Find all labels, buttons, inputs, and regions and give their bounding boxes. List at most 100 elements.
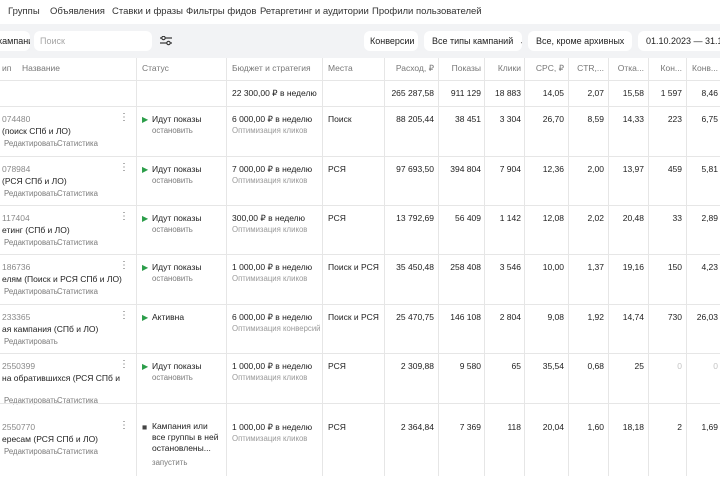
col-header-type[interactable]: ип <box>2 63 12 73</box>
archive-value: Все, кроме архивных <box>536 36 625 46</box>
campaign-name[interactable]: елям (Поиск и РСЯ СПб и ЛО) <box>2 274 122 284</box>
stop-icon: ■ <box>142 422 148 432</box>
stop-link[interactable]: остановить <box>152 373 193 382</box>
row-divider <box>0 205 720 206</box>
ctr: 1,60 <box>587 422 604 432</box>
col-header-cpc[interactable]: CPC, ₽ <box>535 63 564 73</box>
edit-link[interactable]: Редактировать <box>4 396 58 405</box>
more-options-icon[interactable]: ⋮ <box>119 211 129 222</box>
archive-select[interactable]: Все, кроме архивных ⌄ <box>528 31 632 51</box>
settings-button[interactable] <box>156 31 176 51</box>
edit-link[interactable]: Редактировать <box>4 447 58 456</box>
status: ▶ Идут показы <box>142 361 201 371</box>
campaign-button[interactable]: кампанию <box>0 31 30 51</box>
campaign-types-select[interactable]: Все типы кампаний ⌄ <box>424 31 522 51</box>
statistics-link[interactable]: Статистика <box>57 189 98 198</box>
chevron-down-icon: ⌄ <box>519 32 522 51</box>
statistics-link[interactable]: Статистика <box>57 238 98 247</box>
campaign-name[interactable]: ересам (РСЯ СПб и ЛО) <box>2 434 99 444</box>
col-header-budget[interactable]: Бюджет и стратегия <box>232 63 311 73</box>
row-divider <box>0 353 720 354</box>
edit-link[interactable]: Редактировать <box>4 189 58 198</box>
statistics-link[interactable]: Статистика <box>57 139 98 148</box>
col-header-places[interactable]: Места <box>328 63 353 73</box>
col-header-spend[interactable]: Расход, ₽ <box>395 63 434 73</box>
places: РСЯ <box>328 422 346 432</box>
conversions-button[interactable]: Конверсии <box>364 31 418 51</box>
stop-link[interactable]: остановить <box>152 274 193 283</box>
spend: 35 450,48 <box>396 262 434 272</box>
col-header-bounce[interactable]: Отка... <box>617 63 644 73</box>
bounce: 13,97 <box>622 164 644 174</box>
nav-tab-ads[interactable]: Объявления <box>50 6 105 17</box>
campaign-name[interactable]: етинг (СПб и ЛО) <box>2 225 70 235</box>
statistics-link[interactable]: Статистика <box>57 287 98 296</box>
table-row[interactable]: 078984 (РСЯ СПб и ЛО) Редактировать Стат… <box>0 156 720 205</box>
spend: 25 470,75 <box>396 312 434 322</box>
more-options-icon[interactable]: ⋮ <box>119 310 129 321</box>
filter-bar: кампанию Конверсии Все типы кампаний ⌄ Вс… <box>0 24 720 58</box>
status-text: Идут показы <box>152 114 202 124</box>
start-link[interactable]: запустить <box>152 458 188 467</box>
places: РСЯ <box>328 164 346 174</box>
campaign-name[interactable]: ая кампания (СПб и ЛО) <box>2 324 99 334</box>
date-range-picker[interactable]: 01.10.2023 — 31.12. <box>638 31 720 51</box>
row-divider <box>0 403 720 404</box>
table-row[interactable]: 2550770 ересам (РСЯ СПб и ЛО) Редактиров… <box>0 403 720 469</box>
table-row[interactable]: 186736 елям (Поиск и РСЯ СПб и ЛО) Редак… <box>0 254 720 304</box>
stop-link[interactable]: остановить <box>152 225 193 234</box>
cpc: 35,54 <box>542 361 564 371</box>
conv-rate: 2,89 <box>701 213 718 223</box>
conversions: 2 <box>677 422 682 432</box>
col-header-conversions[interactable]: Кон... <box>660 63 682 73</box>
column-divider <box>226 58 227 476</box>
campaign-types-value: Все типы кампаний <box>432 36 514 46</box>
col-header-conv-rate[interactable]: Конв... <box>692 63 718 73</box>
status-text: Идут показы <box>152 164 202 174</box>
edit-link[interactable]: Редактировать <box>4 337 58 346</box>
table-row[interactable]: 2550399 на обратившихся (РСЯ СПб и Редак… <box>0 353 720 406</box>
column-divider <box>524 58 525 476</box>
nav-tab-feed-filters[interactable]: Фильтры фидов <box>186 6 257 17</box>
col-header-status[interactable]: Статус <box>142 63 169 73</box>
col-header-name[interactable]: Название <box>22 63 60 73</box>
edit-link[interactable]: Редактировать <box>4 139 58 148</box>
more-options-icon[interactable]: ⋮ <box>119 359 129 370</box>
col-header-impressions[interactable]: Показы <box>451 63 481 73</box>
play-icon: ▶ <box>142 165 149 174</box>
edit-link[interactable]: Редактировать <box>4 287 58 296</box>
statistics-link[interactable]: Статистика <box>57 396 98 405</box>
campaign-name[interactable]: (РСЯ СПб и ЛО) <box>2 176 67 186</box>
budget: 1 000,00 ₽ в неделю <box>232 361 313 371</box>
budget: 1 000,00 ₽ в неделю <box>232 422 313 432</box>
search-input[interactable] <box>34 31 152 51</box>
statistics-link[interactable]: Статистика <box>57 447 98 456</box>
status-text: Активна <box>152 312 185 322</box>
stop-link[interactable]: остановить <box>152 126 193 135</box>
nav-tab-user-profiles[interactable]: Профили пользователей <box>372 6 482 17</box>
ctr: 0,68 <box>587 361 604 371</box>
clicks: 3 546 <box>499 262 521 272</box>
more-options-icon[interactable]: ⋮ <box>119 112 129 123</box>
campaign-name[interactable]: (поиск СПб и ЛО) <box>2 126 71 136</box>
table-row[interactable]: 117404 етинг (СПб и ЛО) Редактировать Ст… <box>0 205 720 254</box>
col-header-clicks[interactable]: Клики <box>497 63 521 73</box>
table-row[interactable]: 074480 (поиск СПб и ЛО) Редактировать Ст… <box>0 106 720 156</box>
nav-tab-retargeting[interactable]: Ретаргетинг и аудитории <box>260 6 369 17</box>
places: РСЯ <box>328 213 346 223</box>
campaign-id: 074480 <box>2 114 31 124</box>
more-options-icon[interactable]: ⋮ <box>119 162 129 173</box>
table-row[interactable]: 233365 ая кампания (СПб и ЛО) Редактиров… <box>0 304 720 353</box>
play-icon: ▶ <box>142 214 149 223</box>
col-header-ctr[interactable]: CTR,... <box>577 63 604 73</box>
edit-link[interactable]: Редактировать <box>4 238 58 247</box>
more-options-icon[interactable]: ⋮ <box>119 260 129 271</box>
nav-tab-bids[interactable]: Ставки и фразы <box>112 6 183 17</box>
impressions: 38 451 <box>455 114 481 124</box>
play-icon: ▶ <box>142 362 149 371</box>
nav-tab-groups[interactable]: Группы <box>8 6 40 17</box>
stop-link[interactable]: остановить <box>152 176 193 185</box>
total-bounce: 15,58 <box>622 88 644 98</box>
campaign-name[interactable]: на обратившихся (РСЯ СПб и <box>2 373 121 383</box>
more-options-icon[interactable]: ⋮ <box>119 420 129 431</box>
